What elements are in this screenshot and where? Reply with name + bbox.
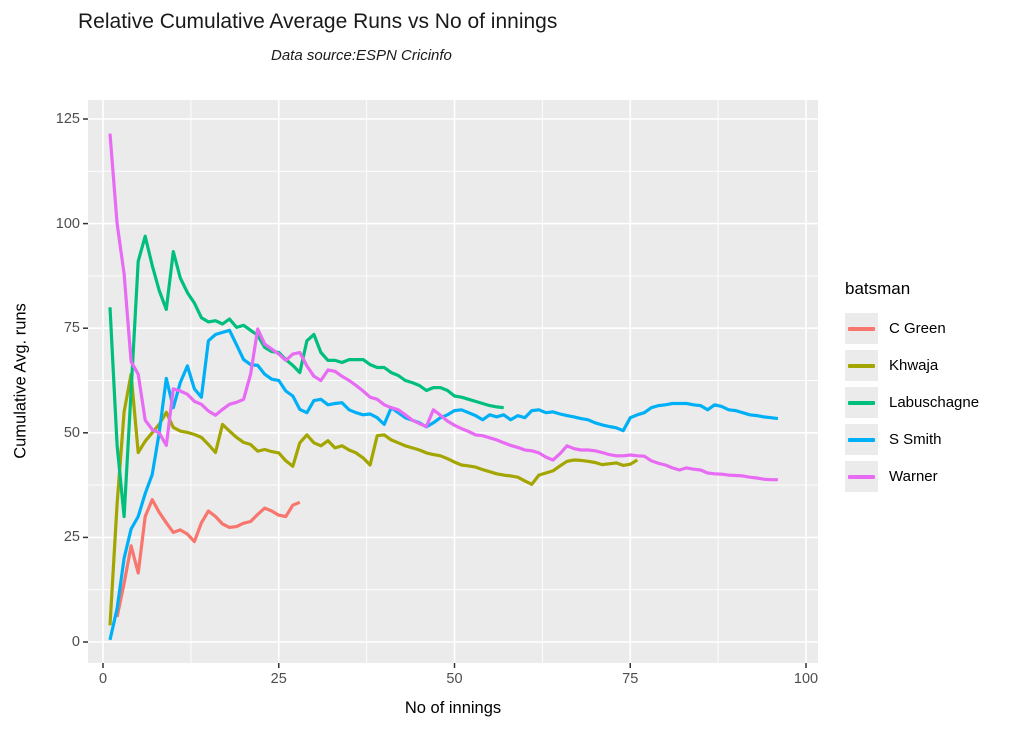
legend-item-labuschagne: Labuschagne — [845, 384, 979, 421]
series-line-khwaja — [108, 372, 639, 626]
plot-panel — [88, 100, 818, 663]
legend-label: S Smith — [889, 431, 942, 448]
legend-label: Labuschagne — [889, 394, 980, 411]
legend: batsman C Green Khwaja Labuschagne S Smith W… — [845, 279, 979, 495]
legend-key-swatch — [845, 461, 878, 492]
legend-item-khwaja: Khwaja — [845, 347, 979, 384]
y-tick-label-0: 0 — [71, 634, 80, 650]
x-tick-label-50: 50 — [446, 671, 463, 687]
x-tick-label-75: 75 — [622, 671, 639, 687]
y-tick-label-75: 75 — [63, 320, 80, 337]
legend-item-warner: Warner — [845, 458, 979, 495]
y-tick-label-25: 25 — [63, 529, 80, 546]
legend-item-s-smith: S Smith — [845, 421, 979, 458]
legend-key-swatch — [845, 424, 878, 455]
legend-key-line — [848, 363, 875, 368]
chart-subtitle: Data source:ESPN Cricinfo — [271, 47, 452, 64]
legend-label: Khwaja — [889, 357, 939, 374]
legend-key-swatch — [845, 387, 878, 418]
legend-key-line — [848, 474, 875, 479]
legend-key-line — [848, 437, 875, 442]
x-tick-label-0: 0 — [98, 671, 108, 687]
x-tick-label-25: 25 — [270, 671, 287, 687]
legend-title: batsman — [845, 279, 911, 298]
series-line-c-green — [115, 498, 301, 618]
series-line-warner — [108, 133, 778, 482]
y-tick-label-50: 50 — [63, 424, 80, 441]
chart-title: Relative Cumulative Average Runs vs No o… — [78, 10, 558, 33]
x-tick-label-100: 100 — [793, 671, 819, 687]
y-axis-title: Cumulative Avg. runs — [11, 303, 30, 459]
series-line-labuschagne — [108, 234, 504, 519]
x-axis-title: No of innings — [404, 699, 502, 717]
legend-rows: C Green Khwaja Labuschagne S Smith Warner — [845, 310, 979, 495]
y-tick-label-100: 100 — [55, 215, 80, 232]
legend-key-swatch — [845, 313, 878, 344]
legend-key-swatch — [845, 350, 878, 381]
legend-key-line — [848, 326, 875, 331]
y-tick-label-125: 125 — [55, 111, 80, 127]
legend-label: C Green — [889, 320, 946, 337]
legend-label: Warner — [889, 468, 938, 485]
legend-key-line — [848, 400, 875, 405]
legend-item-c-green: C Green — [845, 310, 979, 347]
